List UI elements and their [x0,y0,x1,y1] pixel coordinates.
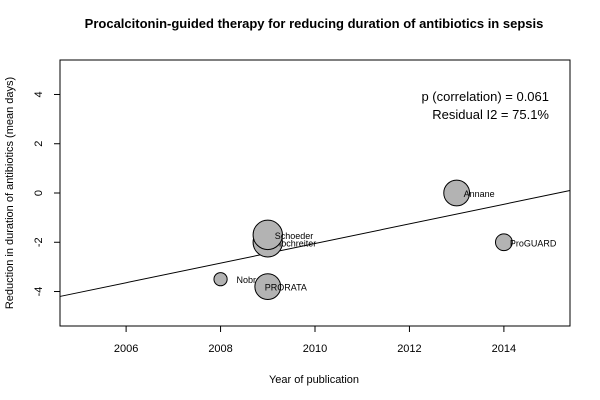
chart-title: Procalcitonin-guided therapy for reducin… [85,16,544,31]
y-axis-label: Reduction in duration of antibiotics (me… [4,77,16,309]
y-tick-label: -4 [33,287,45,297]
annotation-correlation: p (correlation) = 0.061 [421,89,549,104]
data-point-annane [443,179,471,207]
point-label-proguard: ProGUARD [510,238,557,248]
point-label-nobre: Nobre [237,275,262,285]
x-tick-label: 2010 [303,343,327,355]
x-tick-label: 2014 [492,343,516,355]
x-tick-label: 2008 [208,343,232,355]
x-axis-label: Year of publication [269,374,359,386]
y-tick-label: 2 [33,141,45,147]
x-axis: 2006 2008 2010 2012 2014 [114,326,516,355]
x-tick-label: 2012 [397,343,421,355]
y-tick-label: 0 [33,190,45,196]
point-label-hochreiter: Hochreiter [275,238,317,248]
data-point-schoeder [252,219,283,251]
point-label-annane: Annane [464,189,495,199]
x-tick-label: 2006 [114,343,138,355]
data-point-prorata [254,273,282,300]
point-label-prorata: PRORATA [265,283,307,293]
y-tick-label: -2 [33,237,45,247]
data-point-nobre [213,272,228,287]
annotation-residual: Residual I2 = 75.1% [432,107,549,122]
data-point-proguard [494,233,513,252]
point-label-schoeder: Schoeder [275,231,314,241]
regression-line [59,190,571,297]
y-tick-label: 4 [33,91,45,97]
y-axis: -4 -2 0 2 4 [33,91,60,296]
